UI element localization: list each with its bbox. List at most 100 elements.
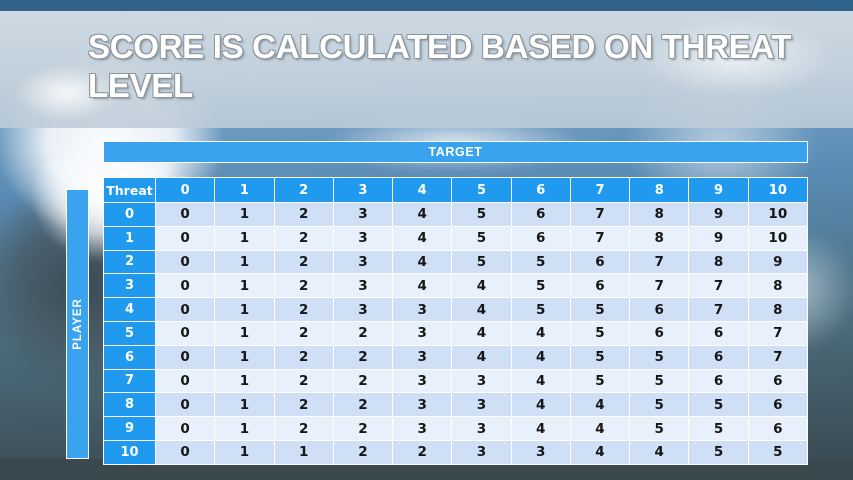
score-cell-p9-t6: 4 bbox=[510, 416, 571, 441]
score-cell-p4-t5: 4 bbox=[451, 297, 512, 322]
score-cell-p5-t8: 6 bbox=[629, 320, 690, 346]
score-cell-p3-t3: 3 bbox=[332, 273, 394, 299]
header-cell-threat: Threat bbox=[103, 177, 156, 203]
score-cell-p2-t3: 3 bbox=[332, 249, 394, 275]
score-cell-p1-t0: 0 bbox=[154, 225, 216, 251]
score-cell-p7-t1: 1 bbox=[214, 368, 275, 394]
score-cell-p1-t9: 9 bbox=[688, 225, 749, 251]
row-label-player-6: 6 bbox=[103, 344, 156, 370]
score-cell-p2-t6: 5 bbox=[510, 249, 571, 275]
header-cell-target-5: 5 bbox=[451, 177, 512, 203]
score-cell-p3-t6: 5 bbox=[510, 273, 571, 299]
score-cell-p4-t6: 5 bbox=[510, 297, 571, 322]
row-label-player-1: 1 bbox=[103, 225, 156, 251]
score-cell-p6-t8: 5 bbox=[629, 344, 690, 370]
score-cell-p6-t0: 0 bbox=[154, 344, 216, 370]
title-band-cloud-right bbox=[560, 11, 853, 128]
row-label-player-4: 4 bbox=[103, 297, 156, 322]
score-cell-p2-t4: 4 bbox=[392, 249, 453, 275]
header-cell-target-4: 4 bbox=[392, 177, 453, 203]
row-label-player-3: 3 bbox=[103, 273, 156, 299]
score-cell-p9-t5: 3 bbox=[451, 416, 512, 441]
score-cell-p6-t10: 7 bbox=[747, 344, 809, 370]
title-band bbox=[0, 11, 853, 128]
row-label-player-10: 10 bbox=[103, 439, 156, 465]
score-cell-p9-t8: 5 bbox=[629, 416, 690, 441]
score-cell-p7-t6: 4 bbox=[510, 368, 571, 394]
score-cell-p10-t1: 1 bbox=[214, 439, 275, 465]
score-cell-p7-t0: 0 bbox=[154, 368, 216, 394]
score-cell-p7-t7: 5 bbox=[569, 368, 631, 394]
score-cell-p3-t2: 2 bbox=[273, 273, 334, 299]
row-label-player-7: 7 bbox=[103, 368, 156, 394]
score-cell-p4-t10: 8 bbox=[747, 297, 809, 322]
header-cell-target-6: 6 bbox=[510, 177, 571, 203]
score-cell-p6-t2: 2 bbox=[273, 344, 334, 370]
score-cell-p2-t1: 1 bbox=[214, 249, 275, 275]
row-label-player-9: 9 bbox=[103, 416, 156, 441]
score-cell-p8-t5: 3 bbox=[451, 392, 512, 418]
score-cell-p3-t9: 7 bbox=[688, 273, 749, 299]
score-cell-p2-t2: 2 bbox=[273, 249, 334, 275]
header-cell-target-8: 8 bbox=[629, 177, 690, 203]
score-cell-p3-t10: 8 bbox=[747, 273, 809, 299]
score-cell-p8-t0: 0 bbox=[154, 392, 216, 418]
score-cell-p8-t1: 1 bbox=[214, 392, 275, 418]
score-cell-p0-t5: 5 bbox=[451, 202, 512, 227]
score-cell-p5-t9: 6 bbox=[688, 320, 749, 346]
score-cell-p10-t9: 5 bbox=[688, 439, 749, 465]
score-cell-p10-t10: 5 bbox=[747, 439, 809, 465]
row-label-player-8: 8 bbox=[103, 392, 156, 418]
score-cell-p2-t9: 8 bbox=[688, 249, 749, 275]
score-cell-p0-t2: 2 bbox=[273, 202, 334, 227]
score-cell-p7-t5: 3 bbox=[451, 368, 512, 394]
score-cell-p1-t2: 2 bbox=[273, 225, 334, 251]
score-cell-p8-t7: 4 bbox=[569, 392, 631, 418]
score-cell-p3-t8: 7 bbox=[629, 273, 690, 299]
score-cell-p6-t5: 4 bbox=[451, 344, 512, 370]
score-cell-p4-t1: 1 bbox=[214, 297, 275, 322]
score-cell-p9-t3: 2 bbox=[332, 416, 394, 441]
score-cell-p8-t9: 5 bbox=[688, 392, 749, 418]
score-cell-p9-t9: 5 bbox=[688, 416, 749, 441]
score-cell-p0-t3: 3 bbox=[332, 202, 394, 227]
row-label-player-2: 2 bbox=[103, 249, 156, 275]
score-cell-p1-t8: 8 bbox=[629, 225, 690, 251]
score-cell-p2-t8: 7 bbox=[629, 249, 690, 275]
score-cell-p5-t7: 5 bbox=[569, 320, 631, 346]
score-cell-p10-t7: 4 bbox=[569, 439, 631, 465]
score-cell-p1-t5: 5 bbox=[451, 225, 512, 251]
score-cell-p9-t1: 1 bbox=[214, 416, 275, 441]
score-cell-p4-t9: 7 bbox=[688, 297, 749, 322]
score-cell-p10-t5: 3 bbox=[451, 439, 512, 465]
score-cell-p0-t10: 10 bbox=[747, 202, 809, 227]
score-cell-p9-t7: 4 bbox=[569, 416, 631, 441]
header-cell-target-2: 2 bbox=[273, 177, 334, 203]
table-row: 10 0 1 1 2 2 3 3 4 4 5 5 bbox=[103, 439, 809, 465]
score-cell-p4-t4: 3 bbox=[392, 297, 453, 322]
score-cell-p2-t0: 0 bbox=[154, 249, 216, 275]
score-cell-p6-t9: 6 bbox=[688, 344, 749, 370]
score-cell-p1-t4: 4 bbox=[392, 225, 453, 251]
score-cell-p10-t6: 3 bbox=[510, 439, 571, 465]
score-cell-p5-t3: 2 bbox=[332, 320, 394, 346]
score-cell-p7-t4: 3 bbox=[392, 368, 453, 394]
player-axis-label: PLAYER bbox=[71, 298, 84, 350]
score-cell-p8-t4: 3 bbox=[392, 392, 453, 418]
score-cell-p10-t3: 2 bbox=[332, 439, 394, 465]
score-cell-p8-t2: 2 bbox=[273, 392, 334, 418]
score-cell-p7-t10: 6 bbox=[747, 368, 809, 394]
score-cell-p7-t9: 6 bbox=[688, 368, 749, 394]
score-cell-p4-t2: 2 bbox=[273, 297, 334, 322]
score-cell-p4-t0: 0 bbox=[154, 297, 216, 322]
score-cell-p0-t9: 9 bbox=[688, 202, 749, 227]
score-cell-p9-t2: 2 bbox=[273, 416, 334, 441]
score-cell-p8-t10: 6 bbox=[747, 392, 809, 418]
